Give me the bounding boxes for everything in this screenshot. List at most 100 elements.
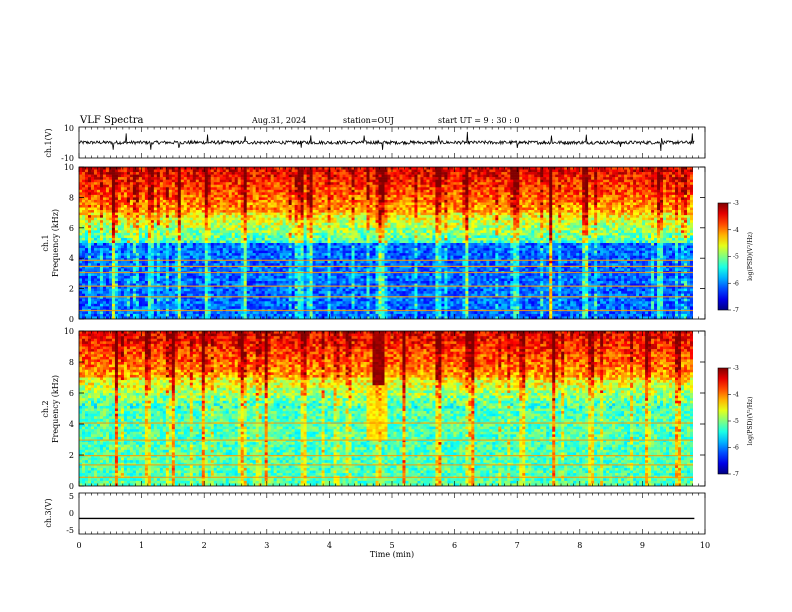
spectrogram-cell	[132, 250, 137, 254]
spectrogram-cell	[252, 202, 257, 206]
spectrogram-cell	[306, 182, 310, 186]
spectrogram-cell	[252, 222, 257, 226]
spectrogram-cell	[201, 278, 206, 282]
spectrogram-cell	[288, 260, 292, 264]
spectrogram-cell	[312, 260, 316, 264]
spectrogram-cell	[180, 237, 185, 241]
spectrogram-cell	[222, 172, 227, 175]
spectrogram-cell	[87, 212, 92, 216]
spectrogram-cell	[306, 260, 310, 264]
spectrogram-cell	[168, 202, 173, 206]
spectrogram-cell	[312, 316, 316, 319]
spectrogram-cell	[213, 316, 218, 319]
spectrogram-cell	[159, 255, 164, 259]
spectrogram-cell	[216, 174, 221, 178]
spectrogram-cell	[180, 210, 185, 213]
spectrogram-cell	[321, 235, 325, 239]
spectrogram-cell	[279, 275, 283, 279]
spectrogram-cell	[231, 232, 236, 236]
spectrogram-cell	[132, 253, 137, 256]
spectrogram-cell	[201, 316, 206, 319]
spectrogram-cell	[204, 288, 209, 292]
spectrogram-cell	[309, 283, 313, 287]
spectrogram-cell	[126, 179, 131, 183]
spectrogram-cell	[168, 316, 173, 319]
spectrogram-cell	[225, 291, 230, 294]
spectrogram-cell	[102, 288, 107, 292]
spectrogram-cell	[84, 235, 89, 239]
spectrogram-cell	[252, 253, 257, 256]
spectrogram-cell	[84, 174, 89, 178]
spectrogram-cell	[195, 179, 200, 183]
spectrogram-cell	[141, 316, 146, 319]
spectrogram-cell	[249, 301, 254, 305]
spectrogram-cell	[225, 316, 230, 319]
spectrogram-cell	[285, 189, 289, 193]
spectrogram-cell	[222, 313, 227, 317]
spectrogram-cell	[258, 243, 263, 246]
spectrogram-cell	[186, 286, 191, 289]
spectrogram-cell	[129, 303, 134, 307]
spectrogram-cell	[168, 182, 173, 186]
spectrogram-cell	[123, 225, 128, 229]
spectrogram-cell	[144, 296, 149, 300]
spectrogram-cell	[126, 187, 131, 191]
spectrogram-cell	[177, 184, 182, 188]
spectrogram-cell	[79, 174, 83, 178]
spectrogram-cell	[79, 197, 83, 201]
spectrogram-cell	[318, 313, 322, 317]
spectrogram-cell	[189, 174, 194, 178]
spectrogram-cell	[318, 293, 322, 297]
spectrogram-cell	[312, 286, 316, 289]
spectrogram-cell	[285, 303, 289, 307]
spectrogram-cell	[231, 281, 236, 284]
spectrogram-cell	[216, 313, 221, 317]
spectrogram-cell	[246, 192, 251, 196]
spectrogram-cell	[138, 263, 143, 267]
spectrogram-cell	[270, 192, 274, 196]
spectrogram-cell	[324, 172, 328, 175]
spectrogram-cell	[291, 182, 295, 186]
spectrogram-cell	[321, 306, 325, 310]
spectrogram-cell	[82, 237, 86, 241]
spectrogram-cell	[231, 182, 236, 186]
spectrogram-cell	[132, 296, 137, 300]
spectrogram-cell	[195, 187, 200, 191]
spectrogram-cell	[246, 291, 251, 294]
spectrogram-cell	[82, 230, 86, 234]
spectrogram-cell	[135, 227, 140, 231]
spectrogram-cell	[198, 202, 203, 206]
spectrogram-cell	[210, 245, 215, 249]
spectrogram-cell	[144, 311, 149, 315]
spectrogram-cell	[129, 250, 134, 254]
spectrogram-cell	[303, 283, 307, 287]
spectrogram-cell	[177, 248, 182, 251]
spectrogram-cell	[105, 174, 110, 178]
spectrogram-cell	[90, 288, 95, 292]
spectrogram-cell	[312, 283, 316, 287]
spectrogram-cell	[324, 210, 328, 213]
spectrogram-cell	[132, 286, 137, 289]
spectrogram-cell	[312, 220, 316, 224]
spectrogram-cell	[225, 255, 230, 259]
spectrogram-cell	[165, 187, 170, 191]
spectrogram-cell	[186, 306, 191, 310]
spectrogram-cell	[195, 301, 200, 305]
spectrogram-cell	[297, 268, 301, 272]
spectrogram-cell	[237, 215, 242, 218]
spectrogram-cell	[216, 243, 221, 246]
spectrogram-cell	[82, 301, 86, 305]
spectrogram-cell	[177, 169, 182, 173]
spectrogram-cell	[123, 184, 128, 188]
spectrogram-cell	[156, 199, 161, 203]
spectrogram-cell	[234, 268, 239, 272]
spectrogram-cell	[297, 194, 301, 198]
spectrogram-cell	[288, 286, 292, 289]
spectrogram-cell	[222, 177, 227, 180]
spectrogram-cell	[258, 205, 263, 208]
spectrogram-cell	[162, 217, 167, 221]
spectrogram-cell	[270, 207, 274, 211]
spectrogram-cell	[231, 217, 236, 221]
spectrogram-cell	[210, 268, 215, 272]
spectrogram-cell	[294, 258, 298, 262]
